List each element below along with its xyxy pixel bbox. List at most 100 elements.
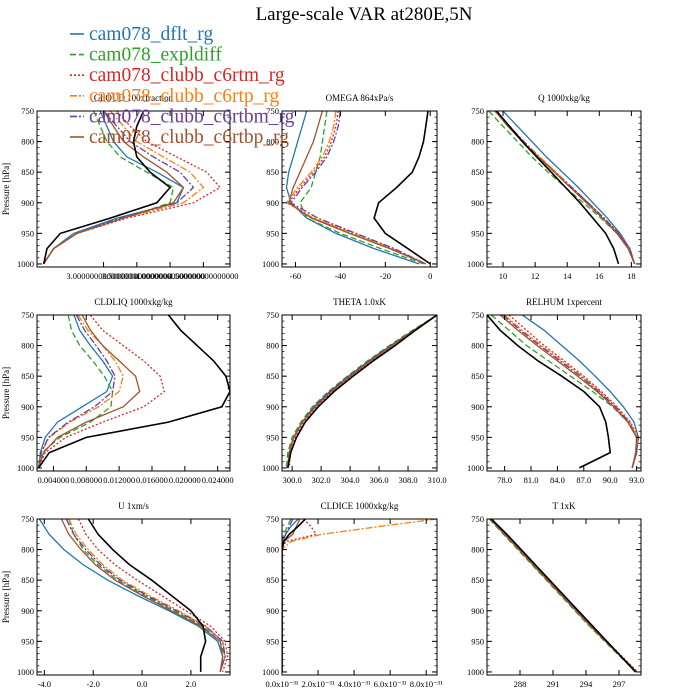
y-tick-label: 900 [266,198,279,208]
y-tick-label: 750 [266,514,279,524]
y-tick-label: 1000 [17,667,34,677]
y-tick-label: 950 [266,636,279,646]
y-tick-label: 800 [266,545,279,555]
plot-frame [281,314,438,472]
series-group [285,315,437,469]
series-line-6 [287,315,437,468]
legend-label: cam078_dflt_rg [89,24,213,45]
y-tick-label: 950 [21,228,34,238]
x-tick-label: 81.0 [524,475,539,485]
x-tick-label: 300.0 [283,475,302,485]
series-line-5 [494,111,636,265]
x-tick-label: 8.0x10⁻³¹ [410,679,443,689]
legend-entry-3: cam078_clubb_c6rtm_rg [70,65,285,86]
series-line-1 [502,111,636,265]
x-tick-label: 93.0 [629,475,644,485]
series-line-5 [43,111,195,265]
y-tick-label: 800 [21,545,34,555]
plot-frame [281,518,438,676]
panel-title: T 1xK [552,501,576,511]
y-tick-label: 1000 [467,667,484,677]
series-group [487,315,640,469]
x-tick-label: 288 [514,679,527,689]
plot-frame [36,518,231,676]
y-tick-label: 900 [266,606,279,616]
panel-9: 750 800 850 900 950 1000 288 291 294 297 T 1xK [467,501,642,689]
y-tick-label: 750 [471,514,484,524]
series-group [38,519,229,673]
x-tick-label: 291 [547,679,560,689]
series-line-6 [287,111,427,265]
x-tick-label: -20 [380,271,391,281]
x-tick-label: 18 [627,271,636,281]
y-tick-label: 800 [21,137,34,147]
y-tick-label: 850 [266,371,279,381]
series-line-7 [37,315,230,469]
series-line-7 [282,519,306,672]
y-tick-label: 750 [266,106,279,116]
y-tick-label: 1000 [17,259,34,269]
series-line-2 [299,111,424,265]
series-line-6 [37,315,141,469]
legend-label: cam078_clubb_c6rtp_rg [89,86,280,107]
y-tick-label: 850 [21,575,34,585]
y-tick-label: 850 [471,167,484,177]
series-line-2 [490,315,638,469]
y-tick-label: 850 [471,371,484,381]
y-tick-label: 950 [266,432,279,442]
x-tick-label: 14 [563,271,572,281]
x-tick-label: 10 [499,271,508,281]
y-tick-label: 950 [471,432,484,442]
y-tick-label: 950 [21,636,34,646]
y-tick-label: 800 [471,545,484,555]
x-tick-label: 16 [595,271,604,281]
series-line-5 [290,111,427,265]
series-line-4 [68,519,226,673]
y-axis-label: Pressure [hPa] [1,571,11,623]
panel-7: 750 800 850 900 950 1000 -4.0 -2.0 0.0 2.0 U 1xm/s… [1,501,231,689]
panel-6: 750 800 850 900 950 1000 78.0 81.0 84.0 87.0 90.0 9… [467,297,644,485]
x-tick-label: 0.012000 [103,475,135,485]
y-tick-label: 750 [21,106,34,116]
legend-entry-1: cam078_dflt_rg [70,24,213,45]
x-tick-label: 6.0x10⁻³¹ [374,679,407,689]
y-tick-label: 750 [21,310,34,320]
panel-title: Q 1000xkg/kg [538,93,590,103]
y-tick-label: 850 [471,575,484,585]
series-line-1 [285,111,420,265]
series-line-7 [287,315,437,469]
plot-frame [281,110,438,268]
y-tick-label: 1000 [262,667,279,677]
series-line-7 [42,111,172,265]
x-tick-label: 2.0x10⁻³¹ [302,679,335,689]
y-tick-label: 1000 [262,259,279,269]
x-tick-label: 306.0 [369,475,388,485]
panel-title: THETA 1.0xK [333,297,386,307]
y-tick-label: 950 [21,432,34,442]
y-tick-label: 800 [266,341,279,351]
y-tick-label: 850 [266,167,279,177]
panel-5: 750 800 850 900 950 1000 300.0 302.0 304.0 306.0 3… [262,297,447,485]
x-tick-label: -60 [290,271,301,281]
x-tick-label: 0.024000 [202,475,234,485]
series-group [282,519,437,672]
series-line-3 [38,315,166,469]
series-line-5 [282,519,294,672]
y-tick-label: 750 [471,106,484,116]
x-tick-label: 0.008000 [70,475,102,485]
y-tick-label: 900 [471,402,484,412]
x-tick-label: 0 [428,271,432,281]
series-line-6 [43,111,185,265]
legend-entry-6: cam078_clubb_c6rtbp_rg [70,127,289,148]
x-tick-label: 304.0 [341,475,360,485]
x-tick-label: 297 [613,679,626,689]
series-line-2 [37,315,114,469]
panel-title: CLOUD 100xfraction [94,93,174,103]
y-tick-label: 750 [21,514,34,524]
legend-label: cam078_expldiff [89,45,222,66]
x-tick-label: 87.0 [576,475,591,485]
series-line-6 [499,315,638,469]
y-tick-label: 900 [471,606,484,616]
legend: cam078_dflt_rgcam078_expldiffcam078_club… [70,24,295,148]
